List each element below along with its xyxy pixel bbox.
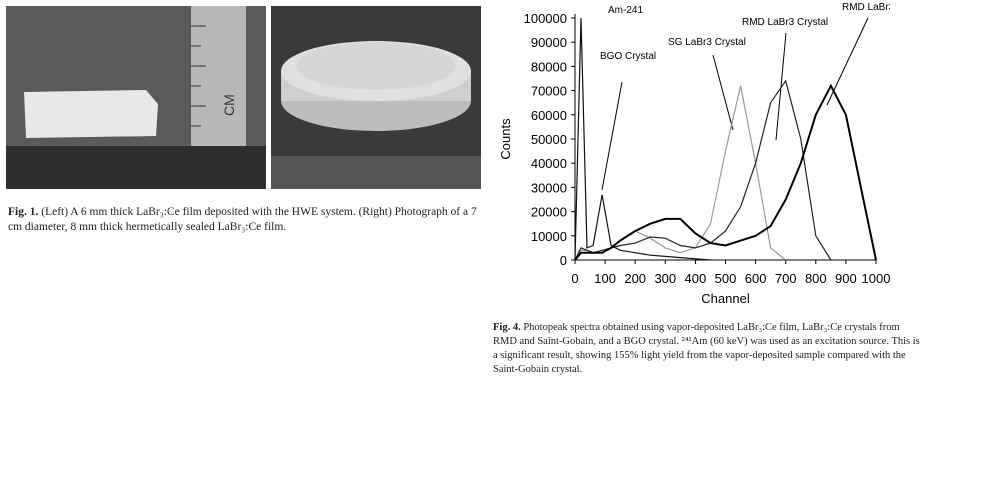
caption-text: Photopeak spectra obtained using vapor-d…	[493, 322, 920, 375]
x-tick-label: 1000	[862, 271, 890, 286]
y-tick-label: 90000	[531, 35, 567, 50]
annotation-arrows	[601, 17, 869, 191]
y-tick-label: 0	[560, 253, 567, 268]
chart: 0100002000030000400005000060000700008000…	[498, 2, 890, 306]
series-line	[574, 85, 787, 261]
y-tick-label: 40000	[531, 156, 567, 171]
svg-text:CM: CM	[221, 94, 237, 116]
y-axis-title: Counts	[498, 118, 513, 160]
x-tick-label: 0	[571, 271, 578, 286]
y-tick-label: 50000	[531, 132, 567, 147]
y-tick-label: 20000	[531, 205, 567, 220]
x-axis-title: Channel	[701, 291, 750, 306]
x-tick-label: 900	[835, 271, 857, 286]
x-tick-label: 100	[594, 271, 616, 286]
x-tick-label: 400	[685, 271, 707, 286]
figure-label: Fig. 4.	[493, 322, 521, 333]
caption-text: (Left) A 6 mm thick LaBr₃:Ce film deposi…	[8, 206, 477, 233]
y-tick-label: 30000	[531, 180, 567, 195]
x-tick-label: 300	[654, 271, 676, 286]
annotation: Am-241	[608, 5, 643, 16]
annotation: RMD LaBr3 Crystal	[742, 17, 828, 28]
series-line	[574, 79, 832, 261]
photo-film-left: CM	[6, 6, 266, 189]
figure-label: Fig. 1.	[8, 206, 39, 218]
y-tick-label: 100000	[524, 11, 567, 26]
y-tick-label: 60000	[531, 108, 567, 123]
y-tick-label: 10000	[531, 229, 567, 244]
annotation: SG LaBr3 Crystal	[668, 37, 746, 48]
x-tick-label: 200	[624, 271, 646, 286]
x-tick-label: 700	[775, 271, 797, 286]
y-tick-label: 70000	[531, 84, 567, 99]
series-line	[574, 17, 711, 261]
x-tick-label: 500	[715, 271, 737, 286]
annotation: BGO Crystal	[600, 51, 656, 62]
x-tick-label: 800	[805, 271, 827, 286]
figure-1-caption: Fig. 1. (Left) A 6 mm thick LaBr₃:Ce fil…	[8, 205, 488, 235]
figure-4-caption: Fig. 4. Photopeak spectra obtained using…	[493, 321, 923, 377]
series-line	[574, 83, 877, 261]
annotation: RMD LaBr3 Film	[842, 2, 890, 13]
y-tick-label: 80000	[531, 59, 567, 74]
photo-film-right	[271, 6, 481, 189]
x-tick-label: 600	[745, 271, 767, 286]
